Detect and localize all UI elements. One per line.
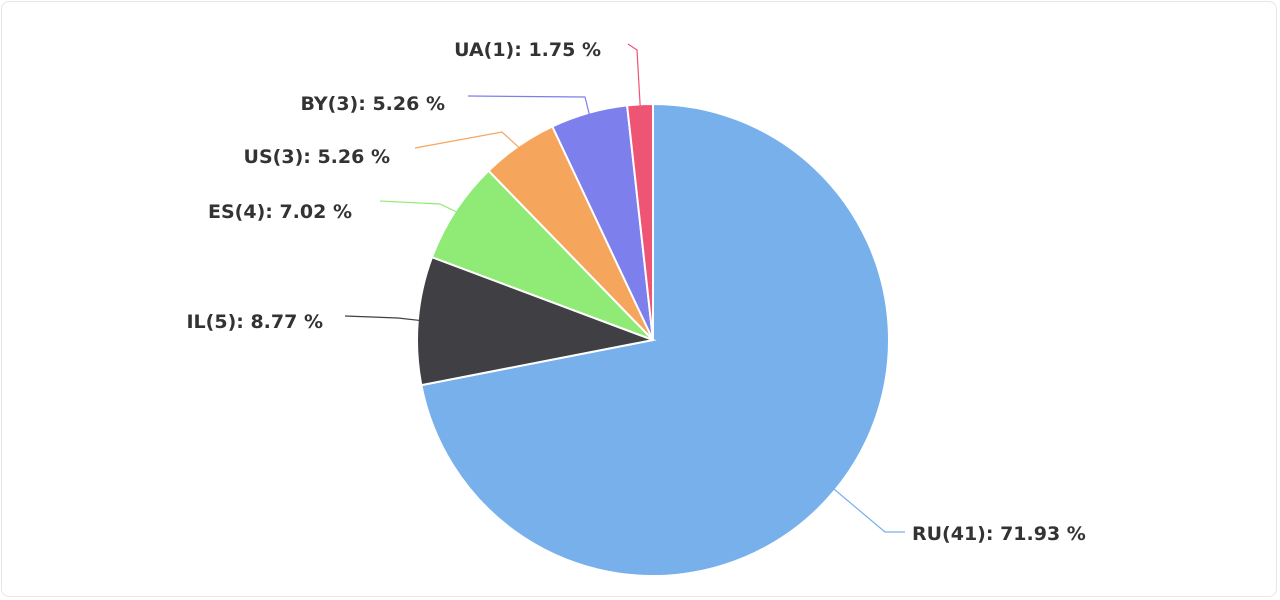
leader-line-ru <box>831 487 905 533</box>
slice-label-ua: UA(1): 1.75 % <box>454 39 601 61</box>
slice-label-us: US(3): 5.26 % <box>244 146 390 168</box>
slice-labels: RU(41): 71.93 % IL(5): 8.77 % ES(4): 7.02 … <box>186 39 1085 545</box>
leader-line-by <box>467 95 591 117</box>
slice-label-by: BY(3): 5.26 % <box>300 93 445 115</box>
slice-label-il: IL(5): 8.77 % <box>186 311 323 333</box>
pie-slices <box>416 102 890 577</box>
leader-lines <box>344 43 905 533</box>
leader-line-il <box>344 315 422 322</box>
leader-line-es <box>379 200 460 214</box>
slice-label-ru: RU(41): 71.93 % <box>912 523 1086 545</box>
slice-label-es: ES(4): 7.02 % <box>208 201 352 223</box>
leader-line-us <box>414 131 522 150</box>
leader-line-ua <box>627 43 641 109</box>
